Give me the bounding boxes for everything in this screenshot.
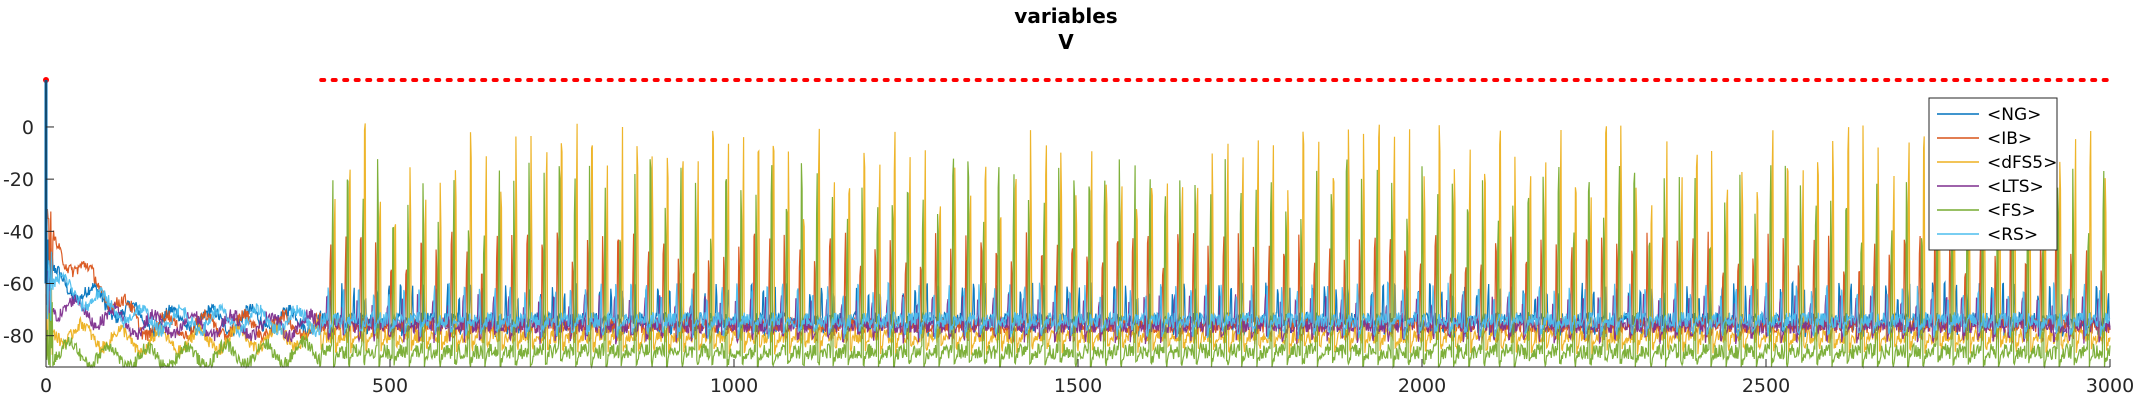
series-line-fs xyxy=(45,158,2111,370)
x-tick-label: 2000 xyxy=(1398,375,1446,397)
y-tick-label: 0 xyxy=(22,117,34,139)
y-tick-label: -80 xyxy=(3,326,34,348)
chart-title: variables xyxy=(1014,4,1117,28)
legend-label: <LTS> xyxy=(1987,177,2044,197)
y-tick-label: -20 xyxy=(3,169,34,191)
series-group xyxy=(45,123,2111,370)
x-tick-label: 1000 xyxy=(710,375,758,397)
axes-group: 0 500 1000 1500 2000 2500 3000 0 -20 -40 -60 -80 xyxy=(3,80,2133,397)
legend-label: <RS> xyxy=(1987,225,2038,245)
chart-subtitle: V xyxy=(1058,30,1074,54)
series-line-lts xyxy=(45,270,2111,345)
legend-box xyxy=(1928,97,2058,251)
x-tick-label: 3000 xyxy=(2086,375,2133,397)
series-line-rs xyxy=(45,248,2111,340)
legend-label: <NG> xyxy=(1987,105,2041,125)
plot-area: 0 500 1000 1500 2000 2500 3000 0 -20 -40 -60 -80 xyxy=(3,77,2133,397)
y-tick-label: -40 xyxy=(3,221,34,243)
legend: <NG> <IB> <dFS5> <LTS> <FS> <RS> xyxy=(1928,97,2058,251)
x-tick-label: 2500 xyxy=(1742,375,1790,397)
x-tick-label: 0 xyxy=(40,375,52,397)
x-tick-label: 500 xyxy=(372,375,408,397)
legend-label: <dFS5> xyxy=(1987,153,2057,173)
y-tick-label: -60 xyxy=(3,274,34,296)
x-tick-label: 1500 xyxy=(1054,375,1102,397)
legend-label: <FS> xyxy=(1987,201,2036,221)
legend-label: <IB> xyxy=(1987,129,2032,149)
